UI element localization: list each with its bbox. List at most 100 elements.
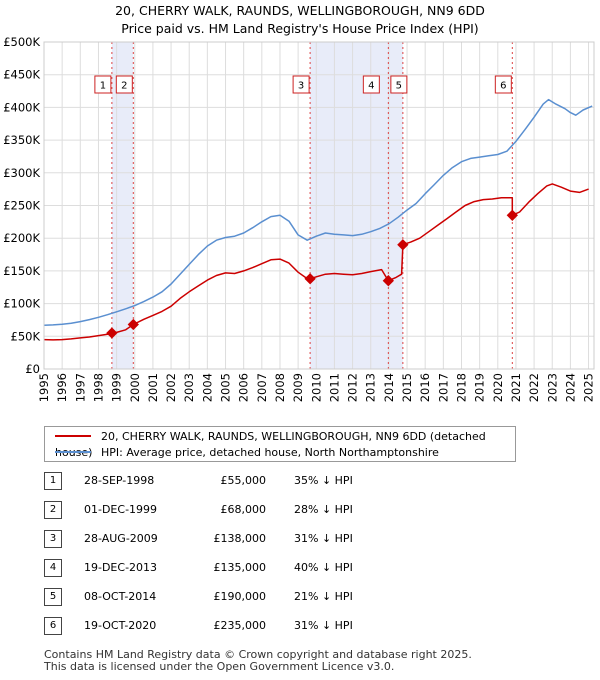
x-tick-label: 2013 bbox=[364, 373, 378, 402]
sale-marker bbox=[106, 327, 118, 339]
sale-row: 5 08-OCT-2014 £190,000 21% ↓ HPI bbox=[44, 588, 404, 606]
x-tick-label: 2014 bbox=[382, 373, 396, 402]
x-tick-label: 2018 bbox=[454, 373, 468, 402]
x-tick-label: 2016 bbox=[418, 373, 432, 402]
legend-label-property: 20, CHERRY WALK, RAUNDS, WELLINGBOROUGH,… bbox=[55, 430, 486, 459]
y-tick-label: £500K bbox=[3, 35, 40, 49]
x-tick-label: 2025 bbox=[582, 373, 596, 402]
sale-label-number: 6 bbox=[500, 81, 506, 92]
x-tick-label: 1999 bbox=[110, 373, 124, 402]
x-tick-label: 1995 bbox=[37, 373, 51, 402]
x-tick-label: 2019 bbox=[473, 373, 487, 402]
x-tick-label: 2007 bbox=[255, 373, 269, 402]
sale-label-number: 2 bbox=[121, 81, 127, 92]
y-tick-label: £150K bbox=[3, 264, 40, 278]
x-tick-label: 2000 bbox=[128, 373, 142, 402]
sale-price: £68,000 bbox=[220, 503, 267, 516]
sale-hpi-diff: 31% ↓ HPI bbox=[294, 619, 353, 632]
x-tick-label: 1998 bbox=[91, 373, 105, 402]
sale-row: 4 19-DEC-2013 £135,000 40% ↓ HPI bbox=[44, 559, 404, 577]
x-tick-label: 2020 bbox=[491, 373, 505, 402]
x-tick-label: 2012 bbox=[346, 373, 360, 402]
sale-label-number: 5 bbox=[396, 81, 402, 92]
y-tick-label: £50K bbox=[11, 329, 41, 343]
legend-swatch-property bbox=[55, 435, 91, 437]
sale-label-box bbox=[115, 75, 133, 94]
price-chart: 1 2 3 4 5 6 £0 £50K £100K £150K £200K £250K £300K £3… bbox=[3, 35, 595, 402]
sale-marker bbox=[382, 275, 394, 287]
sale-date: 28-AUG-2009 bbox=[84, 532, 158, 545]
x-tick-label: 1996 bbox=[55, 373, 69, 402]
sale-label-box bbox=[362, 75, 380, 94]
sale-hpi-diff: 31% ↓ HPI bbox=[294, 532, 353, 545]
sale-row: 1 28-SEP-1998 £55,000 35% ↓ HPI bbox=[44, 472, 404, 490]
axes: £0 £50K £100K £150K £200K £250K £300K £350K £400… bbox=[3, 35, 595, 402]
sale-label-number: 4 bbox=[368, 81, 374, 92]
y-tick-label: £250K bbox=[3, 199, 40, 213]
sale-price: £235,000 bbox=[213, 619, 267, 632]
x-tick-label: 2006 bbox=[237, 373, 251, 402]
sale-label-box bbox=[494, 75, 512, 94]
x-tick-label: 2004 bbox=[200, 373, 214, 402]
sale-label-boxes: 1 2 3 4 5 6 bbox=[94, 75, 512, 94]
sale-price: £55,000 bbox=[220, 474, 267, 487]
footer-line1: Contains HM Land Registry data © Crown c… bbox=[44, 648, 472, 661]
hpi-line bbox=[43, 98, 593, 326]
chart-title: 20, CHERRY WALK, RAUNDS, WELLINGBOROUGH,… bbox=[0, 2, 600, 38]
plot-frame bbox=[43, 41, 595, 370]
x-tick-label: 1997 bbox=[73, 373, 87, 402]
sale-label-box bbox=[390, 75, 408, 94]
x-tick-label: 2017 bbox=[436, 373, 450, 402]
y-tick-label: £350K bbox=[3, 133, 40, 147]
sale-marker bbox=[127, 318, 139, 331]
sale-price: £138,000 bbox=[213, 532, 267, 545]
chart-title-line2: Price paid vs. HM Land Registry's House … bbox=[121, 21, 479, 36]
sale-number-badge: 3 bbox=[44, 530, 62, 548]
y-tick-label: £0 bbox=[25, 362, 40, 376]
sale-date: 19-OCT-2020 bbox=[84, 619, 157, 632]
sale-number-badge: 6 bbox=[44, 617, 62, 635]
legend-label-hpi: HPI: Average price, detached house, Nort… bbox=[101, 446, 439, 459]
sale-date: 01-DEC-1999 bbox=[84, 503, 158, 516]
x-tick-label: 2001 bbox=[146, 373, 160, 402]
x-tick-label: 2011 bbox=[327, 373, 341, 402]
sale-hpi-diff: 40% ↓ HPI bbox=[294, 561, 353, 574]
sale-price: £190,000 bbox=[213, 590, 267, 603]
y-tick-label: £100K bbox=[3, 297, 40, 311]
sale-price: £135,000 bbox=[213, 561, 267, 574]
x-tick-label: 2015 bbox=[400, 373, 414, 402]
sale-label-box bbox=[292, 75, 310, 94]
x-tick-label: 2021 bbox=[509, 373, 523, 402]
legend: 20, CHERRY WALK, RAUNDS, WELLINGBOROUGH,… bbox=[44, 426, 516, 462]
sale-row: 2 01-DEC-1999 £68,000 28% ↓ HPI bbox=[44, 501, 404, 519]
legend-item-property: 20, CHERRY WALK, RAUNDS, WELLINGBOROUGH,… bbox=[55, 429, 515, 459]
footer: Contains HM Land Registry data © Crown c… bbox=[44, 649, 472, 673]
x-tick-label: 2010 bbox=[309, 373, 323, 402]
sale-markers bbox=[106, 209, 518, 339]
chart-title-line1: 20, CHERRY WALK, RAUNDS, WELLINGBOROUGH,… bbox=[115, 3, 485, 18]
x-tick-label: 2022 bbox=[527, 373, 541, 402]
sale-row: 6 19-OCT-2020 £235,000 31% ↓ HPI bbox=[44, 617, 404, 635]
sale-number-badge: 4 bbox=[44, 559, 62, 577]
sale-row: 3 28-AUG-2009 £138,000 31% ↓ HPI bbox=[44, 530, 404, 548]
sale-label-box bbox=[94, 75, 112, 94]
x-tick-label: 2002 bbox=[164, 373, 178, 402]
sale-marker bbox=[304, 273, 316, 285]
x-tick-label: 2024 bbox=[563, 373, 577, 402]
sale-label-number: 3 bbox=[298, 81, 304, 92]
x-tick-label: 2005 bbox=[219, 373, 233, 402]
sale-hpi-diff: 21% ↓ HPI bbox=[294, 590, 353, 603]
sale-number-badge: 5 bbox=[44, 588, 62, 606]
sale-hpi-diff: 28% ↓ HPI bbox=[294, 503, 353, 516]
x-tick-label: 2023 bbox=[545, 373, 559, 402]
legend-item-hpi: HPI: Average price, detached house, Nort… bbox=[55, 445, 439, 461]
y-tick-label: £200K bbox=[3, 231, 40, 245]
footer-line2: This data is licensed under the Open Gov… bbox=[44, 660, 395, 673]
sale-date: 08-OCT-2014 bbox=[84, 590, 157, 603]
x-tick-label: 2009 bbox=[291, 373, 305, 402]
sale-hpi-diff: 35% ↓ HPI bbox=[294, 474, 353, 487]
sale-date: 28-SEP-1998 bbox=[84, 474, 155, 487]
sale-label-number: 1 bbox=[100, 81, 106, 92]
y-tick-label: £400K bbox=[3, 100, 40, 114]
y-tick-label: £300K bbox=[3, 166, 40, 180]
